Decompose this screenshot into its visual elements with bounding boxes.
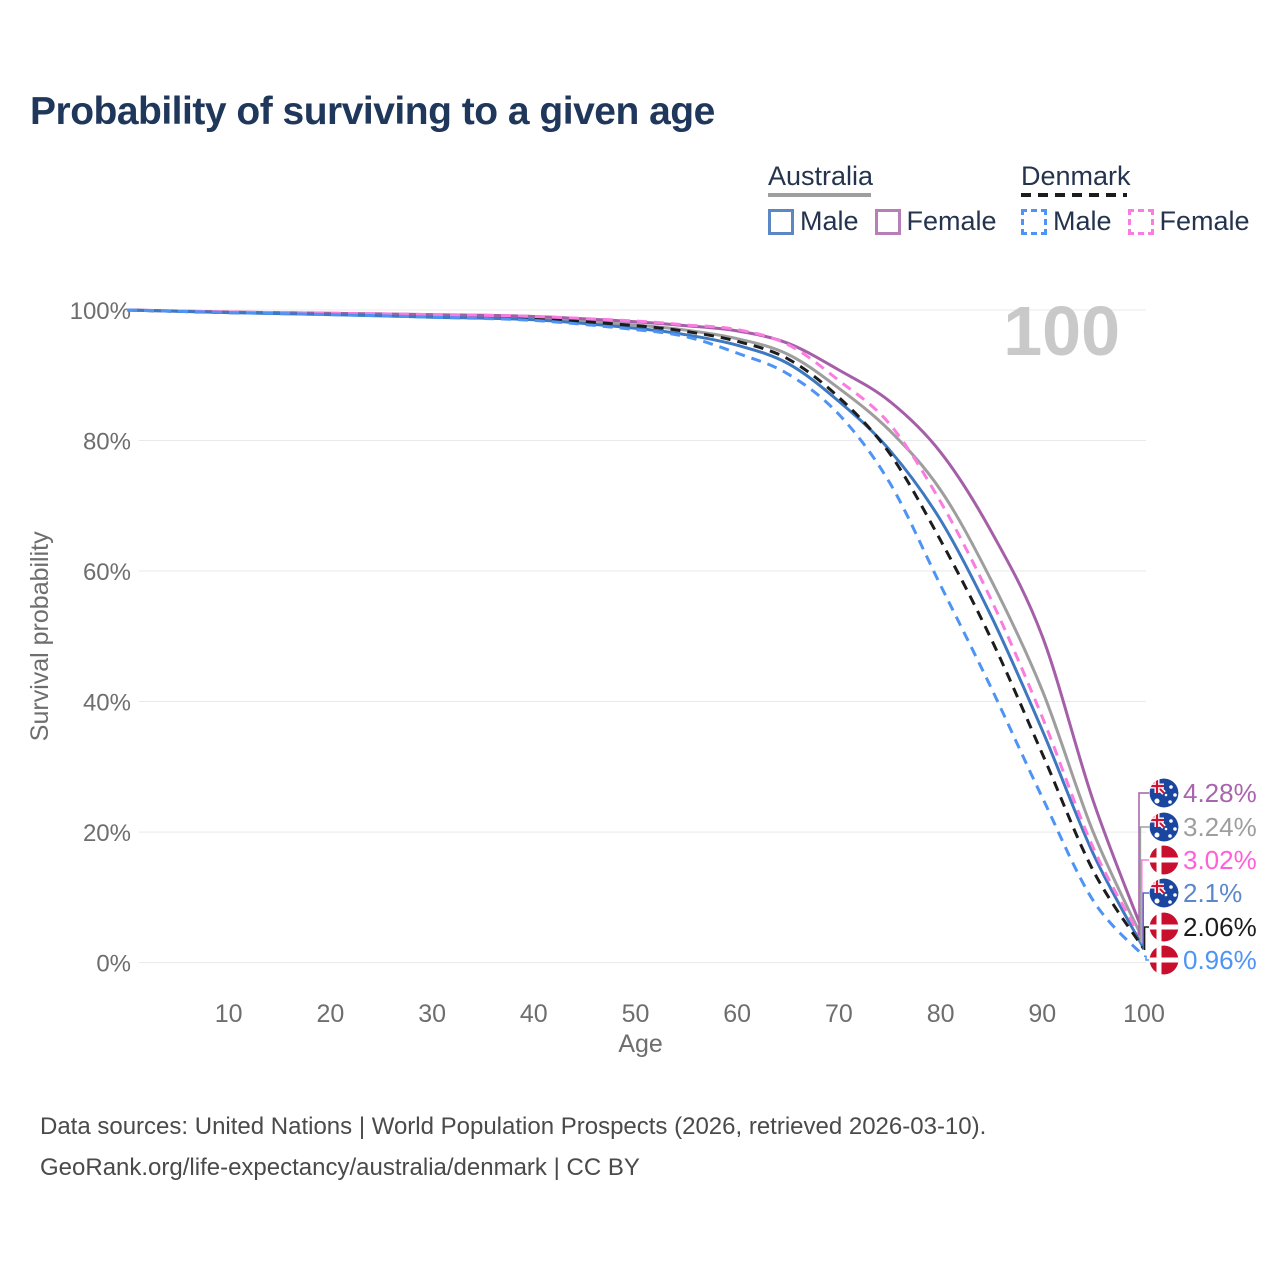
x-tick-label: 20 [316, 1000, 344, 1028]
x-tick-label: 30 [418, 1000, 446, 1028]
line-australia-total [126, 308, 1146, 943]
legend-label-australia-male[interactable]: Male [800, 206, 859, 236]
australia-flag-icon [1149, 878, 1179, 908]
line-denmark-female [126, 308, 1146, 944]
x-axis-title: Age [618, 1030, 662, 1058]
end-label-denmark-total: 2.06% [1183, 912, 1257, 942]
x-tick-label: 40 [520, 1000, 548, 1028]
series-layer [126, 308, 1146, 958]
australia-line-sample [768, 193, 871, 197]
legend-label-australia-female[interactable]: Female [906, 206, 997, 236]
end-label-australia-male: 2.1% [1183, 878, 1242, 908]
y-tick-label: 0% [96, 951, 131, 978]
denmark-line-sample [1021, 193, 1127, 197]
legend-group-denmark: Denmark Male Female [1021, 162, 1266, 237]
checkbox-australia-female[interactable] [874, 208, 901, 235]
x-tick-label: 60 [723, 1000, 751, 1028]
y-tick-label: 40% [83, 690, 131, 717]
y-axis-title: Survival probability [26, 531, 54, 741]
footer-url: GeoRank.org/life-expectancy/australia/de… [40, 1154, 640, 1181]
australia-flag-icon [1149, 778, 1179, 808]
leader-australia-male [1142, 892, 1149, 950]
line-australia-male [126, 308, 1146, 950]
australia-flag-icon [1149, 812, 1179, 842]
checkbox-denmark-male[interactable] [1021, 208, 1047, 235]
line-denmark-male [126, 308, 1146, 958]
leader-denmark-male [1144, 955, 1149, 961]
end-label-layer: 4.28% 3.24%3.02%2.1% 2.06%0.96% [1138, 778, 1257, 975]
legend-group-australia: Australia Male Female [768, 162, 1013, 237]
denmark-flag-icon [1149, 912, 1179, 942]
line-denmark-total [126, 308, 1146, 951]
x-tick-label: 50 [622, 1000, 650, 1028]
grid-layer: 0% 20% 40% 60% 80% 100% 10 20 30 40 50 60 70 80 90 100 A… [26, 298, 1165, 1058]
x-tick-label: 90 [1028, 1000, 1056, 1028]
end-label-denmark-female: 3.02% [1183, 845, 1257, 875]
y-tick-label: 80% [83, 429, 131, 456]
y-tick-label: 20% [83, 820, 131, 847]
x-tick-label: 80 [927, 1000, 955, 1028]
checkbox-denmark-female[interactable] [1127, 208, 1154, 235]
legend-country-label-denmark[interactable]: Denmark [1021, 161, 1131, 191]
page-title: Probability of surviving to a given age [30, 90, 715, 133]
end-label-australia-female: 4.28% [1183, 778, 1257, 808]
leader-denmark-total [1143, 926, 1149, 950]
legend-country-label-australia[interactable]: Australia [768, 161, 874, 191]
denmark-flag-icon [1149, 945, 1179, 975]
y-tick-label: 100% [70, 298, 131, 325]
denmark-flag-icon [1149, 845, 1179, 875]
footer: Data sources: United Nations | World Pop… [40, 1106, 986, 1188]
checkbox-australia-male[interactable] [768, 208, 794, 235]
legend-label-denmark-female[interactable]: Female [1159, 206, 1250, 236]
x-tick-label: 70 [825, 1000, 853, 1028]
end-label-australia-total: 3.24% [1183, 812, 1257, 842]
y-tick-label: 60% [83, 559, 131, 586]
x-tick-label: 10 [215, 1000, 243, 1028]
end-label-denmark-male: 0.96% [1183, 945, 1257, 975]
footer-sources: Data sources: United Nations | World Pop… [40, 1113, 987, 1140]
x-tick-label: 100 [1123, 1000, 1165, 1028]
legend-label-denmark-male[interactable]: Male [1053, 206, 1112, 236]
line-australia-female [126, 308, 1146, 936]
age-watermark: 100 [1003, 292, 1120, 370]
